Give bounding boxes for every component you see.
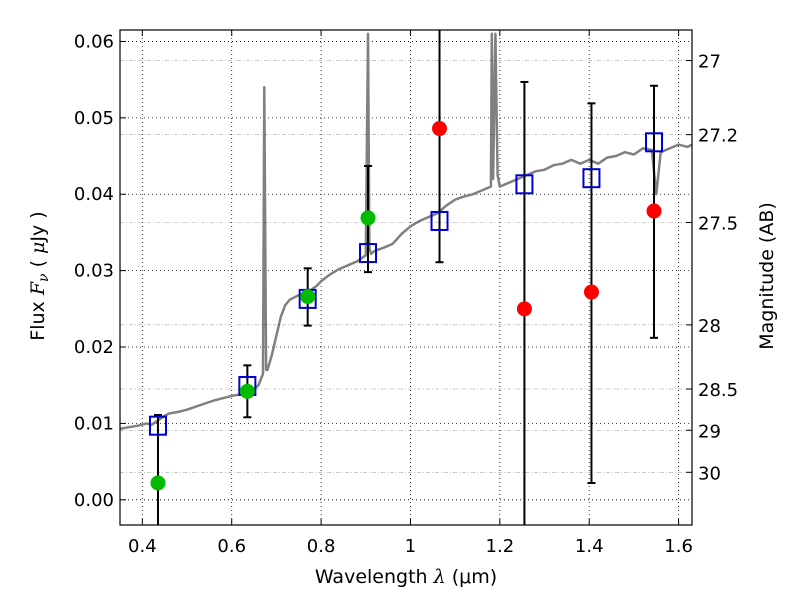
- non-detection-point: [583, 284, 599, 300]
- spectrum-line: [119, 32, 693, 431]
- model-square-marker: [515, 174, 534, 195]
- magnitude-tick-label: 29: [698, 421, 721, 442]
- grid-lines: [120, 30, 692, 525]
- non-detection-point: [516, 301, 532, 317]
- magnitude-tick-label: 28: [698, 316, 721, 337]
- y-tick-label: 0.02: [74, 337, 114, 358]
- error-bars: [153, 30, 659, 525]
- detection-point: [150, 475, 166, 491]
- model-square-marker: [582, 168, 601, 189]
- x-tick-label: 1.6: [664, 536, 693, 557]
- magnitude-tick-label: 27.5: [698, 214, 738, 235]
- model-square-marker: [430, 210, 449, 231]
- non-detection-point: [432, 121, 448, 137]
- axes-frame: [119, 29, 693, 526]
- x-tick-label: 0.8: [307, 536, 336, 557]
- magnitude-grid: [120, 60, 692, 473]
- model-square-marker: [359, 243, 378, 264]
- model-square-marker: [645, 132, 664, 153]
- x-tick-label: 1.4: [575, 536, 604, 557]
- x-axis-label: Wavelength λ (μm): [315, 566, 497, 588]
- y-tick-label: 0.00: [74, 490, 114, 511]
- x-tick-label: 1.2: [486, 536, 515, 557]
- x-tick-label: 0.4: [128, 536, 157, 557]
- model-square-markers: [148, 132, 664, 436]
- spectrum-path: [119, 32, 693, 431]
- x-tick-label: 0.6: [217, 536, 246, 557]
- y-tick-label: 0.06: [74, 31, 114, 52]
- detection-point: [300, 289, 316, 305]
- model-square-marker: [148, 415, 167, 436]
- x-tick-labels: 0.4 0.6 0.8 1 1.2 1.4 1.6: [128, 30, 693, 557]
- y-tick-labels: 0.00 0.01 0.02 0.03 0.04 0.05 0.06: [74, 31, 126, 511]
- x-tick-label: 1: [405, 536, 416, 557]
- magnitude-tick-label: 27.2: [698, 126, 738, 147]
- magnitude-tick-labels: 27 27.2 27.5 28 28.5 29 30: [686, 52, 738, 484]
- magnitude-tick-label: 30: [698, 463, 721, 484]
- y-tick-label: 0.05: [74, 108, 114, 129]
- non-detection-point: [646, 203, 662, 219]
- y-tick-label: 0.03: [74, 261, 114, 282]
- detection-point: [239, 383, 255, 399]
- y2-axis-label: Magnitude (AB): [756, 202, 778, 350]
- plot-frame: [119, 29, 693, 526]
- detection-point: [360, 210, 376, 226]
- y-tick-label: 0.04: [74, 184, 114, 205]
- y-axis-label: Flux Fν ( μJy ): [27, 211, 52, 340]
- y-tick-label: 0.01: [74, 413, 114, 434]
- photometry-points: [150, 121, 662, 491]
- magnitude-tick-label: 28.5: [698, 380, 738, 401]
- magnitude-tick-label: 27: [698, 52, 721, 73]
